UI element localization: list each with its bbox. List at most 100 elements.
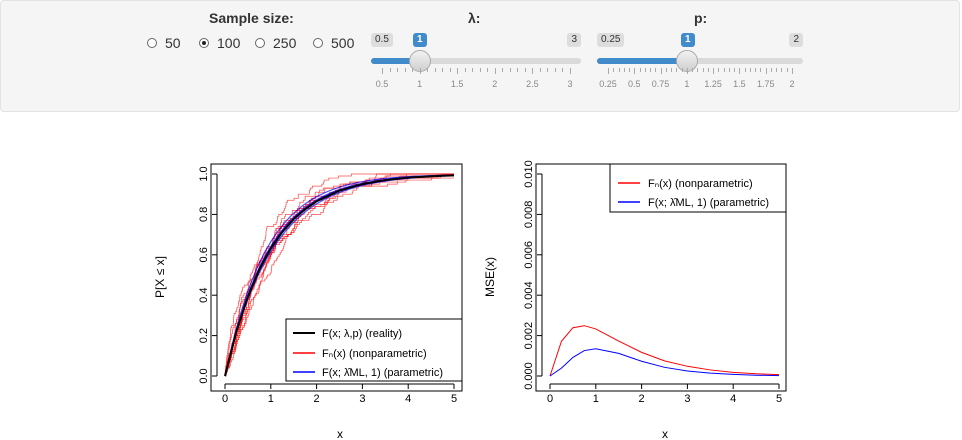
y-tick-label: 0.002 [523, 322, 535, 350]
p-slider[interactable]: 0.25 2 1 0.25 0.5 0.75 1 1.25 1.5 1.75 2 [597, 31, 803, 101]
radio-label: 250 [273, 35, 297, 51]
x-tick-label: 5 [451, 393, 457, 405]
slider-tick [665, 68, 667, 72]
legend-box [609, 163, 787, 213]
radio-sample-100[interactable]: 100 [199, 35, 240, 51]
radio-circle[interactable] [255, 38, 265, 48]
x-axis-label: x [337, 427, 343, 440]
lambda-fill [371, 58, 420, 64]
x-tick-label: 4 [730, 393, 736, 405]
slider-tick-label: 1 [684, 79, 690, 89]
x-tick-label: 2 [639, 393, 645, 405]
slider-tick [744, 68, 746, 72]
radio-label: 50 [165, 35, 181, 51]
mse-legend: Fₙ(x) (nonparametric) F(x; λ̂ML, 1) (par… [609, 163, 787, 213]
slider-tick [655, 68, 657, 72]
lambda-track[interactable] [371, 58, 581, 64]
slider-tick [494, 68, 496, 74]
slider-tick [502, 68, 504, 72]
radio-sample-500[interactable]: 500 [313, 35, 354, 51]
radio-circle-selected[interactable] [199, 38, 209, 48]
x-tick-label: 3 [359, 393, 365, 405]
slider-tick [562, 68, 564, 72]
slider-tick [434, 68, 436, 72]
slider-tick [524, 68, 526, 72]
p-fill [597, 58, 687, 64]
slider-tick [792, 68, 793, 74]
slider-tick [404, 68, 406, 72]
slider-tick-label: 2.5 [526, 79, 539, 89]
lambda-label: λ: [468, 10, 481, 26]
slider-tick [487, 68, 489, 72]
slider-tick [623, 68, 625, 72]
lambda-min-label: 0.5 [371, 33, 393, 47]
slider-tick [442, 68, 444, 72]
x-tick-label: 1 [268, 393, 274, 405]
y-tick-label: 0.004 [523, 281, 535, 309]
legend-label-nonparametric: Fₙ(x) (nonparametric) [322, 348, 427, 360]
y-tick-label: 0.000 [523, 362, 535, 390]
slider-tick [702, 68, 704, 72]
plot-frame [210, 163, 463, 392]
slider-tick [786, 68, 788, 72]
p-min-label: 0.25 [597, 33, 625, 47]
slider-tick [613, 68, 615, 72]
slider-tick [676, 68, 678, 72]
radio-circle[interactable] [313, 38, 323, 48]
y-tick-label: 0.4 [198, 288, 210, 303]
slider-tick [781, 68, 783, 72]
slider-tick-label: 1.75 [756, 79, 775, 89]
radio-sample-50[interactable]: 50 [147, 35, 181, 51]
x-tick-label: 2 [314, 393, 320, 405]
slider-tick [570, 68, 571, 74]
slider-tick [718, 68, 720, 72]
legend-label-parametric: F(x; λ̂ML, 1) (parametric) [648, 197, 769, 209]
cdf-chart: 0 1 2 3 4 5 0.0 0.2 0.4 0.6 0.8 1.0 x P[X ≤ x] F(x;… [153, 163, 463, 440]
x-tick-label: 0 [222, 393, 228, 405]
p-max-label: 2 [789, 33, 803, 47]
slider-tick [686, 68, 688, 74]
slider-tick [713, 68, 715, 74]
y-tick-label: 0.2 [198, 328, 210, 343]
slider-tick [634, 68, 636, 74]
slider-tick [479, 68, 481, 72]
p-track[interactable] [597, 58, 803, 64]
slider-tick [412, 68, 414, 72]
slider-tick [457, 68, 459, 74]
slider-tick [755, 68, 757, 72]
slider-tick [427, 68, 429, 72]
slider-tick-label: 1.5 [450, 79, 464, 89]
slider-tick [472, 68, 474, 72]
slider-tick [608, 68, 609, 74]
legend-box [285, 318, 463, 382]
y-tick-label: 0.010 [523, 160, 535, 188]
slider-tick [723, 68, 725, 72]
slider-tick [707, 68, 709, 72]
slider-tick-label: 2 [789, 79, 795, 89]
slider-tick-label: 0.25 [599, 79, 617, 89]
lambda-slider[interactable]: 0.5 3 1 0.5 1 1.5 2 2.5 3 [371, 31, 581, 101]
slider-tick [671, 68, 673, 72]
slider-tick-label: 1 [417, 79, 423, 89]
parametric-fit-line [224, 174, 455, 377]
slider-tick [650, 68, 652, 72]
y-axis-label: MSE(x) [483, 257, 497, 297]
y-tick-label: 0.6 [198, 247, 210, 262]
cdf-legend: F(x; λ,p) (reality) Fₙ(x) (nonparametric… [285, 318, 463, 382]
legend-label-parametric: F(x; λ̂ML, 1) (parametric) [322, 367, 443, 379]
reality-curve [224, 174, 455, 377]
slider-tick-label: 0.75 [651, 79, 670, 89]
slider-tick [639, 68, 641, 72]
y-tick-label: 1.0 [198, 166, 210, 181]
y-tick-label: 0.0 [198, 368, 210, 383]
slider-tick [509, 68, 511, 72]
ecdf-line [225, 173, 454, 377]
mse-nonparametric-line [549, 325, 780, 377]
slider-tick [644, 68, 646, 72]
radio-circle[interactable] [147, 38, 157, 48]
slider-tick [629, 68, 631, 72]
slider-tick-label: 0.5 [628, 79, 641, 89]
slider-tick-label: 3 [567, 79, 573, 89]
slider-tick [618, 68, 620, 72]
radio-sample-250[interactable]: 250 [255, 35, 296, 51]
